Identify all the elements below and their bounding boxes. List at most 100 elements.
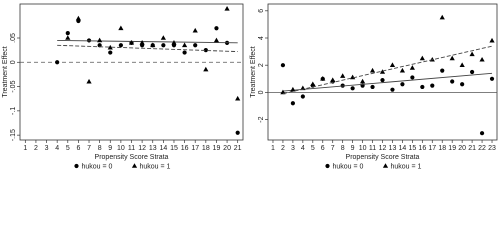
circle-point: [479, 131, 485, 136]
x-tick-label: 12: [379, 145, 387, 152]
x-tick-label: 21: [234, 145, 242, 152]
x-tick-label: 16: [418, 145, 426, 152]
x-tick-label: 15: [170, 145, 178, 152]
triangle-point: [150, 42, 156, 48]
x-tick-label: 11: [369, 145, 376, 152]
circle-point: [420, 84, 425, 90]
x-tick-label: 12: [138, 145, 146, 152]
legend-label: hukou = 1: [140, 163, 171, 170]
legend-label: hukou = 0: [82, 163, 113, 170]
fit-line: [282, 72, 493, 92]
triangle-point: [350, 74, 356, 80]
x-tick-label: 9: [108, 145, 112, 152]
x-tick-label: 2: [281, 145, 285, 152]
legend-marker: [382, 163, 389, 168]
circle-point: [203, 48, 208, 53]
x-tick-label: 20: [458, 145, 466, 152]
x-tick-label: 18: [438, 145, 446, 152]
page: {"chart_data": [ {"type": "scatter", "y_…: [1, 3, 498, 171]
circle-point: [390, 87, 395, 92]
x-tick-label: 11: [128, 145, 135, 152]
circle-point: [290, 101, 295, 106]
triangle-point: [449, 55, 455, 61]
triangle-point: [469, 51, 475, 57]
circle-point: [300, 94, 305, 99]
y-tick-label: 0: [10, 60, 17, 64]
triangle-point: [192, 27, 198, 33]
circle-point: [430, 83, 435, 88]
triangle-point: [399, 67, 406, 73]
x-tick-label: 22: [478, 145, 486, 152]
x-tick-label: 3: [291, 145, 295, 152]
triangle-point: [224, 6, 230, 11]
circle-point: [380, 78, 385, 83]
circle-point: [489, 76, 495, 81]
y-tick-label: 2: [258, 63, 265, 67]
x-tick-label: 1: [23, 145, 27, 152]
circle-point: [182, 50, 187, 55]
triangle-point: [203, 66, 209, 72]
triangle-point: [75, 15, 82, 21]
x-tick-label: 17: [428, 145, 436, 152]
circle-point: [118, 43, 123, 48]
triangle-point: [235, 95, 241, 101]
circle-point: [410, 75, 415, 80]
x-tick-label: 18: [202, 145, 210, 152]
triangle-point: [369, 67, 376, 73]
triangle-point: [310, 81, 316, 87]
x-tick-label: 8: [98, 145, 102, 152]
x-tick-label: 15: [408, 145, 416, 152]
triangle-point: [419, 55, 425, 61]
circle-point: [460, 82, 465, 87]
triangle-point: [489, 37, 495, 43]
y-tick-label: -.1: [10, 107, 17, 115]
y-tick-label: -.15: [10, 129, 17, 141]
triangle-point: [160, 35, 166, 40]
circle-point: [470, 69, 475, 75]
x-tick-label: 4: [55, 145, 59, 152]
triangle-point: [479, 56, 485, 62]
triangle-point: [65, 35, 71, 40]
triangle-point: [330, 77, 336, 82]
x-tick-label: 16: [181, 145, 189, 152]
circle-point: [97, 43, 102, 48]
circle-point: [65, 31, 70, 36]
x-tick-label: 6: [76, 145, 80, 152]
x-tick-label: 13: [149, 145, 157, 152]
y-tick-label: -2: [258, 116, 265, 122]
circle-point: [400, 82, 405, 87]
y-tick-label: -.05: [10, 80, 17, 92]
triangle-point: [139, 40, 145, 45]
circle-point: [280, 63, 286, 68]
x-tick-label: 3: [45, 145, 49, 152]
y-axis-title: Treatment Effect: [250, 46, 257, 97]
triangle-point: [290, 86, 296, 92]
x-tick-label: 2: [34, 145, 38, 152]
circle-point: [161, 43, 166, 48]
triangle-point: [359, 78, 366, 84]
plot-frame: [19, 3, 244, 141]
fit-line: [57, 44, 238, 53]
x-tick-label: 14: [159, 145, 167, 152]
triangle-point: [320, 76, 326, 81]
triangle-point: [389, 62, 396, 67]
y-axis-title: Treatment Effect: [2, 46, 9, 97]
x-tick-label: 7: [87, 145, 91, 152]
y-tick-label: 0: [258, 90, 265, 94]
x-tick-label: 9: [351, 145, 355, 152]
circle-point: [450, 79, 455, 84]
x-axis-title: Propensity Score Strata: [346, 154, 420, 161]
triangle-point: [409, 65, 415, 70]
x-tick-label: 1: [271, 145, 275, 152]
triangle-point: [118, 25, 124, 31]
fit-line: [57, 39, 238, 44]
x-tick-label: 20: [223, 145, 231, 152]
x-tick-label: 19: [448, 145, 456, 152]
fit-line: [282, 45, 493, 95]
triangle-point: [181, 42, 188, 48]
x-tick-label: 23: [488, 145, 496, 152]
triangle-point: [429, 56, 435, 62]
triangle-point: [213, 37, 220, 43]
circle-point: [214, 26, 219, 31]
x-tick-label: 10: [117, 145, 125, 152]
